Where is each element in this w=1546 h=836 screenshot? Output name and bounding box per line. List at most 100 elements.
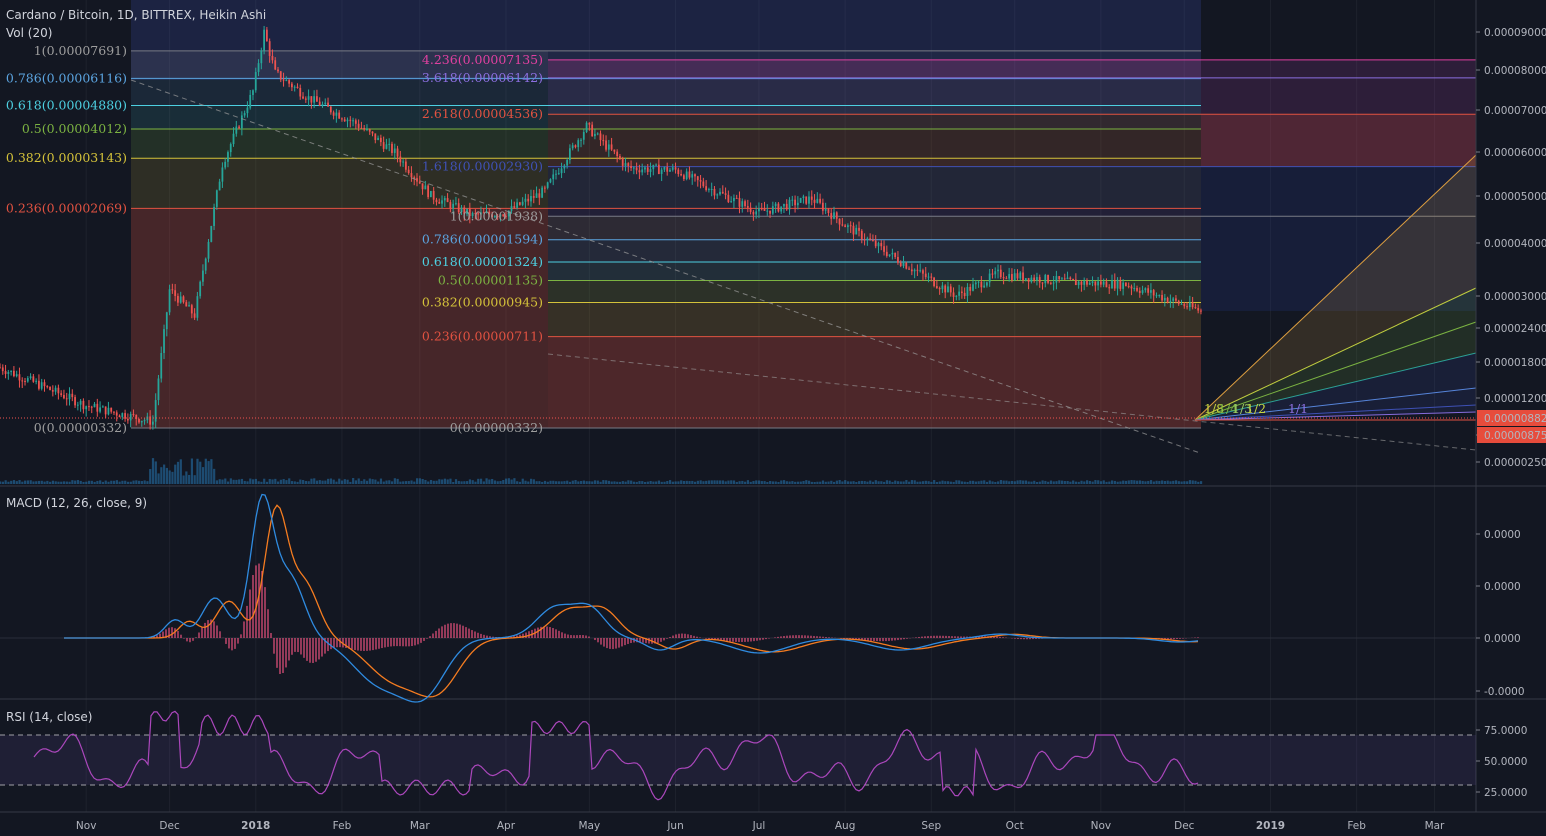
candle-body (1091, 281, 1094, 283)
volume-bar (677, 481, 680, 484)
candle-body (744, 201, 746, 207)
candle-body (202, 270, 204, 282)
volume-bar (891, 481, 894, 484)
fib-zone-ext (548, 50, 1201, 79)
fib-proj-zone (1201, 166, 1476, 311)
candle-body (404, 161, 407, 170)
volume-bar (496, 481, 499, 484)
candle-body (852, 225, 855, 235)
candle-body (468, 208, 471, 216)
volume-bar (568, 481, 572, 484)
fib-top-zone (131, 0, 1201, 80)
candle-body (113, 411, 115, 413)
candle-body (15, 374, 18, 377)
time-axis-label: Nov (76, 820, 97, 832)
rsi-line (33, 710, 1199, 801)
volume-bar (251, 479, 255, 484)
volume-bar (271, 479, 274, 484)
candle-body (805, 196, 808, 204)
candle-body (972, 284, 974, 291)
volume-bar (87, 480, 91, 484)
rsi-axis-label: 25.0000 (1484, 787, 1527, 799)
volume-bar (302, 480, 305, 484)
candle-body (524, 198, 527, 202)
candle-body (902, 262, 905, 267)
candle-body (1169, 300, 1172, 303)
candle-body (599, 133, 602, 141)
candle-body (735, 197, 738, 199)
volume-bar (435, 480, 438, 484)
volume-bar (107, 481, 110, 484)
candle-body (126, 418, 129, 421)
volume-bar (396, 478, 399, 484)
volume-bar (627, 480, 630, 484)
candle-body (610, 144, 613, 150)
volume-bar (1072, 480, 1075, 484)
volume-bar (76, 480, 80, 484)
candle-body (763, 208, 766, 211)
volume-bar (140, 481, 143, 484)
fib-ext-label: 1.618(0.00002930) (422, 159, 543, 174)
candle-body (952, 292, 955, 297)
volume-bar (769, 480, 772, 484)
candle-body (279, 71, 282, 80)
fib-ext-zone (548, 59, 1201, 78)
volume-bar (816, 481, 819, 484)
candle-body (897, 256, 899, 263)
volume-bar (1019, 480, 1022, 484)
volume-bar (246, 481, 249, 484)
candle-body (910, 269, 913, 272)
candle-body (1, 367, 4, 372)
candle-body (958, 291, 960, 296)
volume-bar (43, 481, 46, 484)
volume-bar (855, 481, 858, 484)
volume-bar (527, 481, 530, 484)
volume-bar (224, 478, 227, 484)
volume-bar (649, 481, 652, 484)
candle-body (346, 119, 349, 122)
volume-bar (188, 474, 191, 484)
candle-body (316, 96, 318, 102)
candle-body (555, 173, 557, 175)
candle-body (143, 420, 146, 422)
volume-bar (1099, 481, 1103, 484)
candle-body (379, 137, 382, 143)
candle-body (1161, 295, 1163, 301)
candle-body (894, 252, 897, 257)
candle-body (218, 181, 221, 191)
volume-bar (924, 480, 927, 484)
candle-body (82, 400, 85, 410)
volume-bar (424, 479, 427, 484)
volume-bar (482, 481, 485, 484)
volume-bar (382, 481, 385, 484)
volume-bar (1122, 480, 1125, 484)
volume-bar (185, 471, 188, 484)
candle-body (905, 262, 908, 269)
candle-body (1150, 290, 1152, 293)
candle-body (574, 145, 577, 148)
volume-bar (1074, 481, 1078, 484)
gann-fan-zone (1195, 155, 1476, 420)
candle-body (21, 380, 24, 382)
volume-bar (360, 480, 363, 484)
volume-bar (960, 481, 964, 484)
candle-body (819, 198, 821, 203)
volume-bar (557, 481, 560, 484)
volume-bar (1177, 481, 1180, 484)
candle-body (749, 207, 752, 212)
volume-bar (215, 480, 219, 484)
price-axis-label: 0.00003000 (1484, 291, 1546, 303)
volume-bar (588, 481, 591, 484)
volume-bar (390, 481, 394, 484)
candle-body (1177, 300, 1180, 304)
candle-body (941, 285, 944, 290)
candle-body (1072, 278, 1074, 280)
candle-body (338, 112, 341, 119)
candle-body (68, 393, 71, 400)
candle-body (1116, 279, 1119, 289)
volume-bar (115, 480, 118, 484)
fib-left-label: 0.236(0.00002069) (6, 200, 127, 215)
volume-bar (491, 478, 494, 484)
